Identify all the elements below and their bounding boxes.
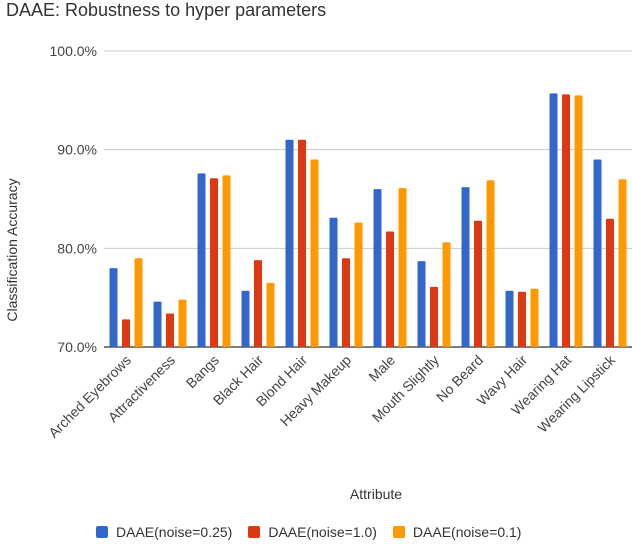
- bar: [298, 139, 306, 347]
- x-axis-title: Attribute: [349, 486, 403, 502]
- bar: [285, 139, 294, 347]
- bar: [530, 288, 539, 347]
- bar: [329, 217, 338, 347]
- legend-label-series-2: DAAE(noise=1.0): [268, 524, 377, 540]
- bar: [241, 290, 250, 347]
- y-tick-labels: 70.0% 80.0% 90.0% 100.0%: [50, 43, 97, 355]
- legend-swatch-series-2: [248, 526, 261, 538]
- legend-item-series-2: DAAE(noise=1.0): [248, 524, 377, 540]
- bar: [178, 299, 187, 347]
- y-tick-label: 70.0%: [57, 339, 97, 355]
- gridlines: [104, 50, 632, 348]
- bar: [254, 260, 262, 347]
- bar: [122, 319, 130, 347]
- x-tick-label: Male: [365, 352, 398, 385]
- bars: [109, 93, 627, 348]
- bar: [518, 291, 526, 347]
- legend-label-series-1: DAAE(noise=0.25): [116, 524, 233, 540]
- bar: [430, 286, 438, 347]
- legend-item-series-3: DAAE(noise=0.1): [392, 524, 522, 540]
- bar: [486, 180, 495, 347]
- bar: [562, 94, 570, 347]
- legend-swatch-series-1: [96, 526, 108, 538]
- bar: [417, 261, 426, 347]
- bar: [197, 173, 206, 347]
- bar: [442, 242, 451, 347]
- bar: [153, 301, 162, 347]
- bar: [134, 258, 143, 347]
- bar: [166, 313, 174, 347]
- legend: DAAE(noise=0.25) DAAE(noise=1.0) DAAE(no…: [96, 524, 537, 540]
- bar: [342, 258, 350, 347]
- bar: [593, 159, 602, 347]
- bar: [310, 159, 319, 347]
- bar: [618, 179, 627, 347]
- bar: [398, 188, 407, 347]
- bar: [222, 175, 231, 347]
- y-tick-label: 100.0%: [50, 43, 97, 59]
- bar: [574, 95, 583, 348]
- bar: [474, 220, 482, 347]
- bar: [505, 290, 514, 347]
- bar: [373, 189, 382, 347]
- bar: [109, 268, 118, 347]
- x-tick-label: Wearing Lipstick: [534, 351, 618, 435]
- chart-title: DAAE: Robustness to hyper parameters: [6, 0, 327, 20]
- legend-swatch-series-3: [392, 526, 405, 538]
- bar: [386, 231, 394, 347]
- bar: [210, 178, 218, 347]
- y-tick-label: 80.0%: [57, 240, 97, 256]
- bar: [461, 187, 470, 347]
- bar: [606, 218, 614, 347]
- bar: [266, 282, 275, 347]
- bar: [354, 222, 363, 347]
- bar: [549, 93, 558, 347]
- y-tick-label: 90.0%: [57, 142, 97, 158]
- legend-item-series-1: DAAE(noise=0.25): [96, 524, 232, 540]
- legend-label-series-3: DAAE(noise=0.1): [412, 524, 522, 540]
- x-tick-label: Bangs: [183, 352, 222, 391]
- x-tick-label: Arched Eyebrows: [45, 352, 134, 441]
